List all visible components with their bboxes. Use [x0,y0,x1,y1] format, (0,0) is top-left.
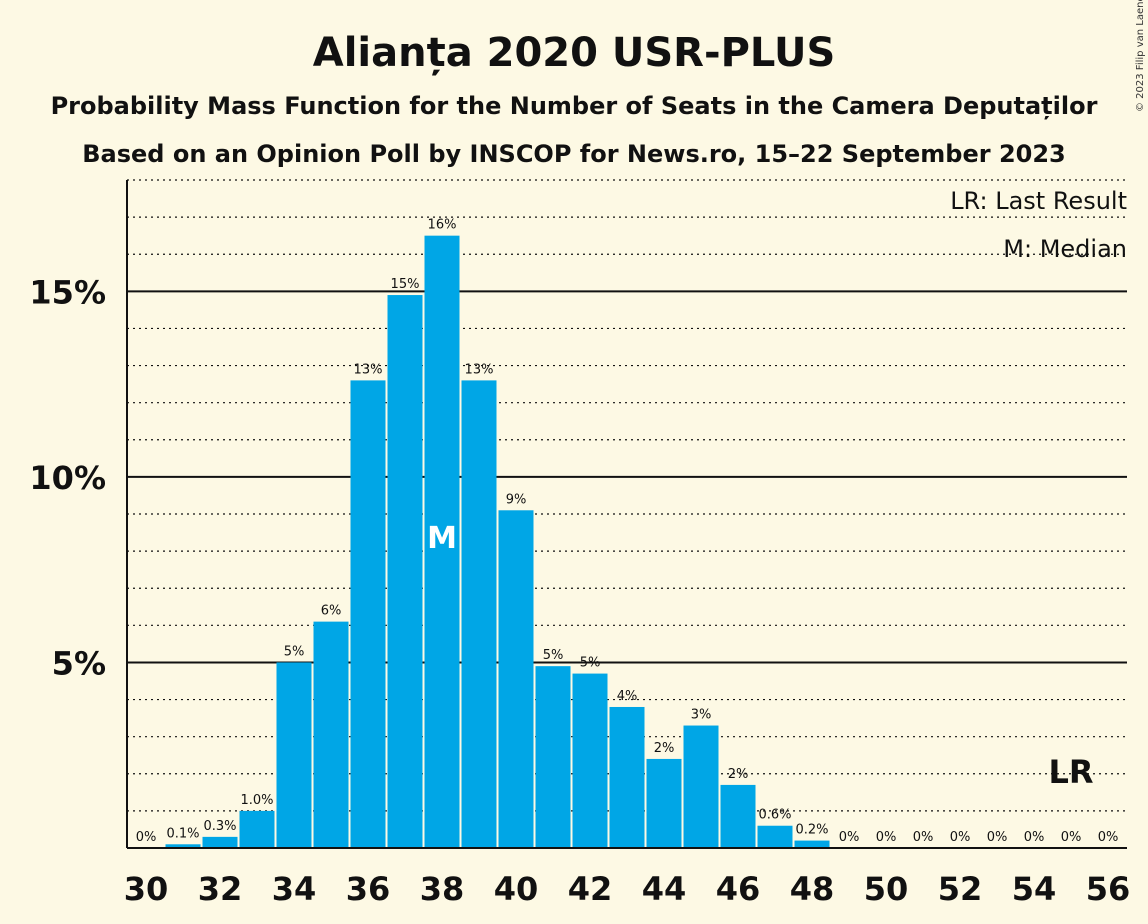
x-tick-label: 36 [346,870,391,908]
bar-46 [720,784,756,848]
bar-44 [646,758,682,848]
legend-median: M: Median [1003,235,1127,263]
data-label-39: 13% [465,362,494,377]
last-result-marker: LR [1048,753,1093,791]
y-tick-label: 5% [52,644,106,682]
legend-last-result: LR: Last Result [950,187,1127,215]
data-label-34: 5% [284,644,305,659]
data-label-49: 0% [839,830,860,845]
data-label-38: 16% [428,218,457,233]
copyright-note: © 2023 Filip van Laenen [1135,0,1146,112]
data-label-43: 4% [617,689,638,704]
bar-39 [461,380,497,848]
bar-45 [683,725,719,848]
axes: 5% 10% 15% 30 32 34 36 38 40 42 44 46 48 50 52 54 56 [29,180,1130,908]
data-label-44: 2% [654,741,675,756]
chart-subtitle-2: Based on an Opinion Poll by INSCOP for N… [82,140,1065,168]
x-tick-label: 54 [1012,870,1057,908]
data-label-31: 0.1% [166,826,199,841]
data-label-45: 3% [691,708,712,723]
bar-47 [757,825,793,848]
x-tick-label: 44 [642,870,687,908]
data-label-46: 2% [728,767,749,782]
median-marker: M [427,521,457,556]
x-tick-label: 42 [568,870,613,908]
data-label-50: 0% [876,830,897,845]
x-tick-label: 48 [790,870,835,908]
data-label-54: 0% [1024,830,1045,845]
bar-32 [202,836,238,848]
data-label-55: 0% [1061,830,1082,845]
bar-36 [350,380,386,848]
data-label-48: 0.2% [795,823,828,838]
bars-group: 0% 0.1% 0.3% 1.0% 5% 6% 13% 15% 16% 13% 9% 5% 5% 4% 2%… [136,218,1119,848]
bar-37 [387,295,423,848]
x-tick-label: 46 [716,870,761,908]
data-label-33: 1.0% [240,793,273,808]
bar-42 [572,673,608,848]
data-label-47: 0.6% [758,808,791,823]
data-label-30: 0% [136,830,157,845]
y-tick-label: 10% [29,459,106,497]
x-tick-label: 50 [864,870,909,908]
bar-33 [239,810,275,848]
data-label-40: 9% [506,492,527,507]
x-tick-label: 40 [494,870,539,908]
chart-title: Alianța 2020 USR-PLUS [313,30,836,76]
data-label-37: 15% [391,277,420,292]
data-label-35: 6% [321,604,342,619]
bar-35 [313,621,349,848]
bar-40 [498,510,534,848]
data-label-32: 0.3% [203,819,236,834]
x-tick-label: 32 [198,870,243,908]
data-label-42: 5% [580,656,601,671]
x-tick-label: 34 [272,870,317,908]
data-label-41: 5% [543,648,564,663]
y-tick-label: 15% [29,273,106,311]
x-tick-label: 30 [124,870,169,908]
x-tick-label: 38 [420,870,465,908]
bar-31 [165,844,201,848]
data-label-56: 0% [1098,830,1119,845]
bar-48 [794,840,830,848]
chart-subtitle-1: Probability Mass Function for the Number… [51,92,1098,120]
data-label-51: 0% [913,830,934,845]
x-tick-label: 56 [1086,870,1131,908]
x-tick-label: 52 [938,870,983,908]
bar-38 [424,235,460,848]
bar-41 [535,666,571,848]
bar-34 [276,662,312,848]
data-label-52: 0% [950,830,971,845]
data-label-53: 0% [987,830,1008,845]
bar-43 [609,706,645,848]
data-label-36: 13% [354,362,383,377]
